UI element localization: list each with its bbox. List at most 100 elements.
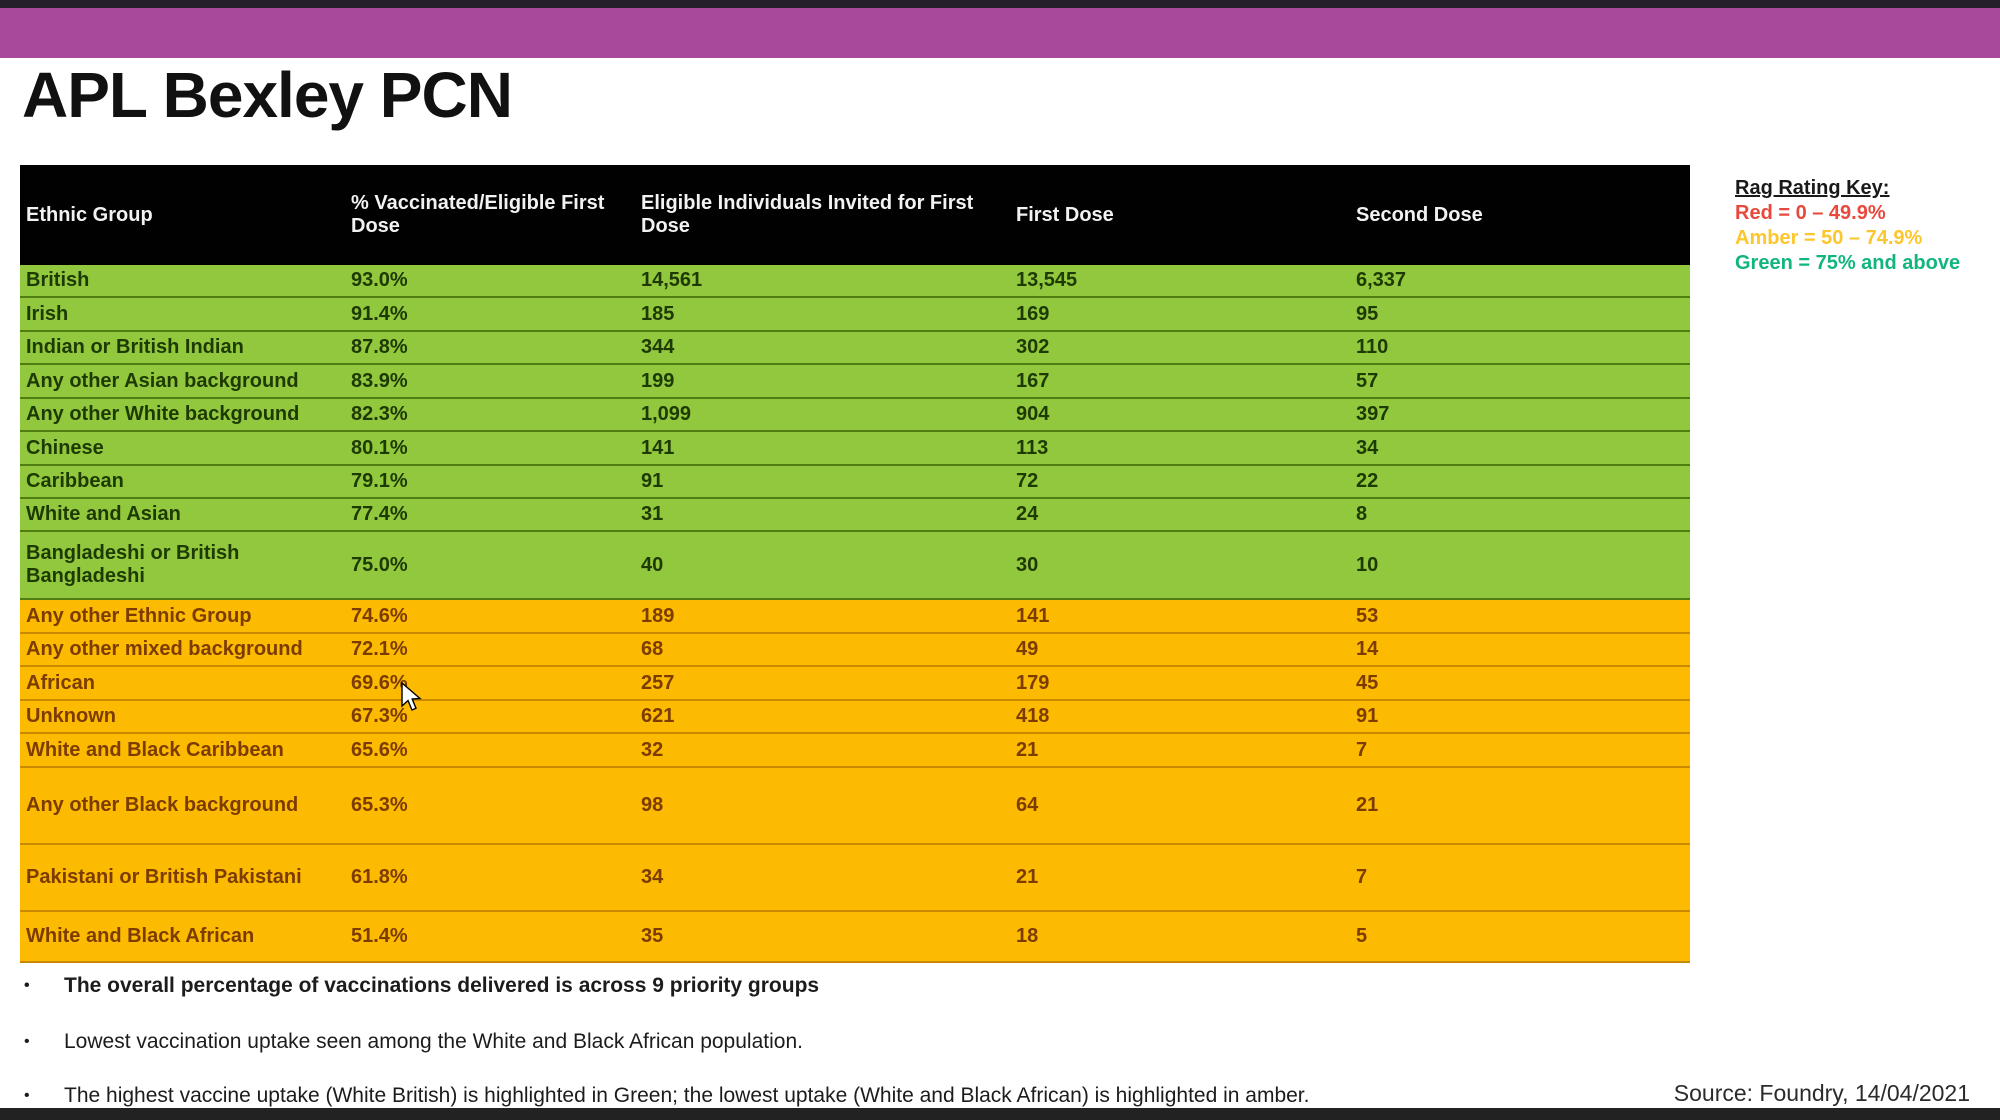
bullet-text: Lowest vaccination uptake seen among the… (64, 1030, 803, 1053)
table-cell-first: 141 (1016, 604, 1050, 627)
table-cell-second: 53 (1356, 604, 1379, 627)
table-cell-group: Any other Black background (26, 794, 299, 816)
table-cell-first: 49 (1016, 638, 1039, 660)
table-cell-pct: 67.3% (351, 705, 408, 727)
bullet-text: The overall percentage of vaccinations d… (64, 974, 820, 997)
column-header-ethnic-group: Ethnic Group (26, 203, 153, 226)
table-cell-second: 397 (1356, 403, 1390, 425)
table-cell-pct: 72.1% (351, 638, 408, 660)
table-cell-second: 34 (1356, 436, 1379, 459)
table-row: African 69.6% 257 179 45 (20, 667, 1690, 701)
table-cell-pct: 79.1% (351, 470, 408, 492)
table-cell-pct: 91.4% (351, 302, 408, 325)
table-cell-invited: 91 (641, 470, 664, 492)
table-cell-pct: 87.8% (351, 336, 408, 358)
table-cell-invited: 257 (641, 671, 675, 694)
table-cell-group: Any other White background (26, 403, 300, 425)
table-cell-pct: 69.6% (351, 671, 408, 694)
table-cell-second: 10 (1356, 553, 1379, 576)
table-row: Any other Asian background 83.9% 199 167 57 (20, 365, 1690, 399)
table-cell-first: 167 (1016, 369, 1050, 392)
mouse-cursor-icon (401, 682, 422, 711)
bullet-dot: • (24, 1087, 30, 1104)
top-letterbox-strip (0, 0, 2000, 8)
table-row: British 93.0% 14,561 13,545 6,337 (20, 265, 1690, 298)
bullet-item: • The overall percentage of vaccinations … (24, 974, 819, 998)
table-cell-second: 22 (1356, 470, 1379, 492)
table-cell-first: 113 (1016, 436, 1049, 459)
table-cell-pct: 83.9% (351, 369, 408, 392)
table-cell-pct: 65.6% (351, 738, 408, 761)
bullet-item: • Lowest vaccination uptake seen among th… (24, 1030, 803, 1054)
table-cell-first: 72 (1016, 470, 1039, 492)
table-cell-group: Any other mixed background (26, 638, 303, 660)
table-row: White and Black African 51.4% 35 18 5 (20, 912, 1690, 963)
table-cell-invited: 1,099 (641, 403, 692, 425)
page-title: APL Bexley PCN (22, 59, 513, 131)
table-cell-group: Pakistani or British Pakistani (26, 866, 302, 888)
table-cell-invited: 189 (641, 604, 675, 627)
table-cell-second: 7 (1356, 738, 1368, 761)
table-cell-second: 91 (1356, 705, 1379, 727)
table-cell-first: 169 (1016, 302, 1050, 325)
table-row: Any other Black background 65.3% 98 64 21 (20, 768, 1690, 845)
table-cell-group: Bangladeshi or British Bangladeshi (26, 542, 240, 587)
column-header-second-dose: Second Dose (1356, 203, 1483, 226)
rag-key-item: Red = 0 – 49.9% (1735, 202, 1886, 224)
bullet-dot: • (24, 977, 30, 994)
table-cell-pct: 77.4% (351, 503, 408, 525)
table-cell-pct: 80.1% (351, 436, 408, 459)
table-header-row: Ethnic Group % Vaccinated/Eligible First… (20, 165, 1690, 265)
bottom-letterbox-strip (0, 1108, 2000, 1120)
table-cell-group: Unknown (26, 705, 116, 727)
table-cell-pct: 74.6% (351, 604, 408, 627)
table-cell-first: 64 (1016, 794, 1039, 816)
table-row: Caribbean 79.1% 91 72 22 (20, 466, 1690, 499)
table-row: Any other Ethnic Group 74.6% 189 141 53 (20, 600, 1690, 634)
table-row: Unknown 67.3% 621 418 91 (20, 701, 1690, 734)
table-cell-group: Chinese (26, 436, 104, 459)
table-row: White and Asian 77.4% 31 24 8 (20, 499, 1690, 532)
bullet-item: • The highest vaccine uptake (White Briti… (24, 1084, 1309, 1108)
table-cell-second: 45 (1356, 671, 1379, 694)
table-cell-first: 24 (1016, 503, 1039, 525)
table-cell-first: 179 (1016, 671, 1050, 694)
table-cell-pct: 93.0% (351, 269, 408, 291)
source-caption: Source: Foundry, 14/04/2021 (1673, 1080, 1970, 1106)
table-cell-second: 7 (1356, 866, 1368, 888)
table-cell-second: 57 (1356, 369, 1379, 392)
column-header-first-dose: First Dose (1016, 203, 1114, 226)
table-cell-pct: 82.3% (351, 403, 408, 425)
table-cell-group: Indian or British Indian (26, 336, 244, 358)
table-cell-first: 418 (1016, 705, 1050, 727)
table-cell-second: 21 (1356, 794, 1379, 816)
table-cell-invited: 141 (641, 436, 675, 459)
table-cell-invited: 621 (641, 705, 675, 727)
bullet-dot: • (24, 1033, 30, 1050)
table-row: Bangladeshi or British Bangladeshi 75.0% 4… (20, 532, 1690, 600)
table-cell-pct: 61.8% (351, 866, 408, 888)
column-header-eligible-invited: Eligible Individuals Invited for First D… (641, 192, 974, 237)
table-cell-first: 21 (1016, 866, 1039, 888)
table-cell-invited: 31 (641, 503, 664, 525)
table-row: Pakistani or British Pakistani 61.8% 34 21 7 (20, 845, 1690, 912)
table-cell-group: Caribbean (26, 470, 124, 492)
table-row: Indian or British Indian 87.8% 344 302 110 (20, 332, 1690, 365)
table-cell-pct: 75.0% (351, 553, 408, 576)
table-row: Any other mixed background 72.1% 68 49 14 (20, 634, 1690, 667)
table-cell-second: 14 (1356, 638, 1379, 660)
table-cell-first: 302 (1016, 336, 1050, 358)
table-cell-invited: 40 (641, 553, 664, 576)
table-cell-first: 21 (1016, 738, 1039, 761)
table-cell-invited: 14,561 (641, 269, 703, 291)
table-cell-group: African (26, 671, 95, 694)
table-cell-pct: 65.3% (351, 794, 408, 816)
table-cell-second: 95 (1356, 302, 1379, 325)
table-row: Chinese 80.1% 141 113 34 (20, 432, 1690, 466)
table-cell-first: 904 (1016, 403, 1050, 425)
table-cell-first: 18 (1016, 925, 1039, 947)
table-row: Any other White background 82.3% 1,099 904 3… (20, 399, 1690, 432)
table-cell-second: 110 (1356, 336, 1389, 358)
table-row: White and Black Caribbean 65.6% 32 21 7 (20, 734, 1690, 768)
